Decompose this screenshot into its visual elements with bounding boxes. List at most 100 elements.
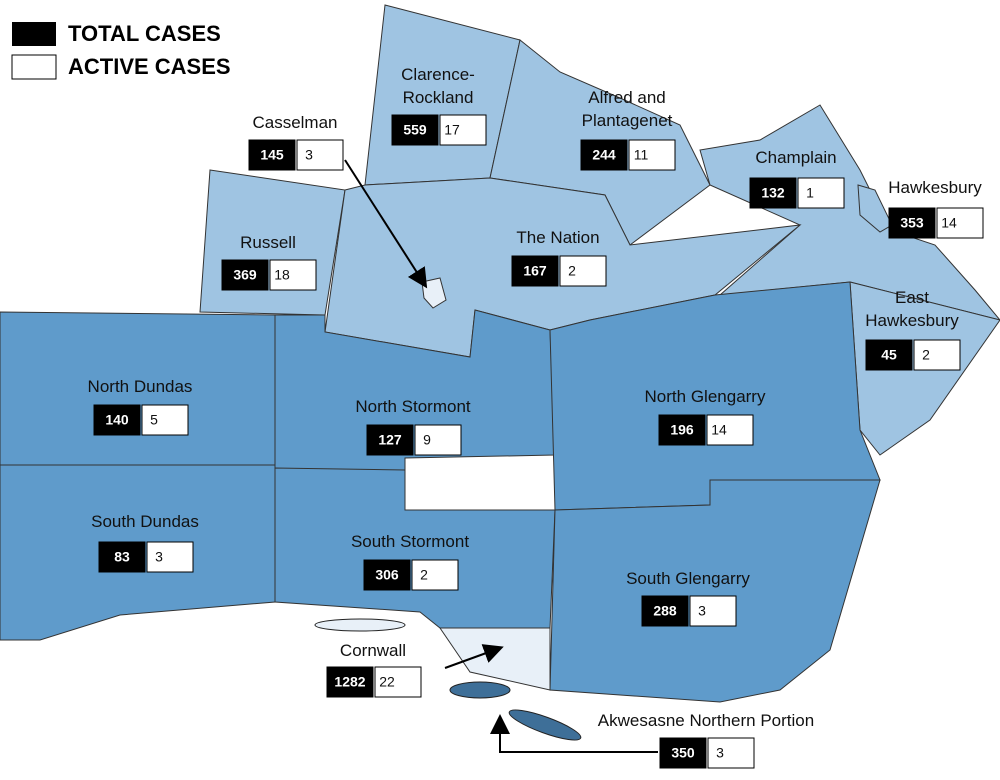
total-box (366, 424, 414, 456)
region-name: Hawkesbury (865, 311, 959, 330)
island (508, 709, 582, 741)
total-box (865, 339, 913, 371)
region-name: Russell (240, 233, 296, 252)
active-value: 3 (305, 147, 313, 163)
region-hawkesbury (857, 184, 893, 233)
total-value: 196 (670, 422, 694, 438)
total-box (641, 595, 689, 627)
active-box (559, 255, 607, 287)
legend-label: TOTAL CASES (68, 21, 221, 46)
active-value: 17 (444, 122, 460, 138)
regions (0, 4, 1000, 741)
active-value: 2 (922, 347, 930, 363)
region-name: Plantagenet (582, 111, 673, 130)
region-name: The Nation (516, 228, 599, 247)
active-box (936, 207, 984, 239)
region-name: Champlain (755, 148, 836, 167)
total-value: 1282 (334, 674, 365, 690)
total-box (98, 541, 146, 573)
active-value: 22 (379, 674, 395, 690)
legend-swatch (11, 54, 57, 80)
region-name: North Dundas (88, 377, 193, 396)
region-casselman (421, 277, 447, 309)
total-value: 145 (260, 147, 284, 163)
active-value: 2 (420, 567, 428, 583)
region-name: Alfred and (588, 88, 666, 107)
active-box (628, 139, 676, 171)
active-box (689, 595, 737, 627)
total-value: 167 (523, 263, 547, 279)
total-value: 288 (653, 603, 677, 619)
total-value: 350 (671, 745, 695, 761)
total-value: 559 (403, 122, 427, 138)
active-box (141, 404, 189, 436)
region-cornwall (439, 627, 551, 691)
total-value: 369 (233, 267, 257, 283)
active-value: 5 (150, 412, 158, 428)
arrow (344, 159, 428, 289)
active-box (797, 177, 845, 209)
total-box (659, 737, 707, 769)
legend-label: ACTIVE CASES (68, 54, 231, 79)
total-box (93, 404, 141, 436)
total-value: 140 (105, 412, 129, 428)
total-value: 83 (114, 549, 130, 565)
active-box (707, 737, 755, 769)
region-name: Akwesasne Northern Portion (598, 711, 814, 730)
total-value: 306 (375, 567, 399, 583)
active-box (439, 114, 487, 146)
region-name: North Stormont (355, 397, 471, 416)
active-value: 14 (941, 215, 957, 231)
active-box (269, 259, 317, 291)
legend: TOTAL CASES ACTIVE CASES (11, 21, 231, 80)
total-value: 132 (761, 185, 785, 201)
active-value: 14 (711, 422, 727, 438)
active-box (706, 414, 754, 446)
island (449, 681, 511, 699)
active-value: 9 (423, 432, 431, 448)
active-box (374, 666, 422, 698)
total-box (511, 255, 559, 287)
active-value: 3 (716, 745, 724, 761)
total-value: 127 (378, 432, 402, 448)
region-name: North Glengarry (645, 387, 766, 406)
active-box (411, 559, 459, 591)
total-box (221, 259, 269, 291)
active-value: 3 (155, 549, 163, 565)
river-island (314, 618, 406, 632)
active-value: 3 (698, 603, 706, 619)
active-box (414, 424, 462, 456)
region-name: Rockland (403, 88, 474, 107)
active-value: 11 (634, 147, 649, 163)
total-box (326, 666, 374, 698)
region-name: Hawkesbury (888, 178, 982, 197)
active-box (146, 541, 194, 573)
active-value: 2 (568, 263, 576, 279)
arrow (444, 644, 504, 669)
active-value: 1 (806, 185, 814, 201)
total-box (580, 139, 628, 171)
region-name: South Dundas (91, 512, 199, 531)
region-name: East (895, 288, 929, 307)
total-box (888, 207, 936, 239)
total-box (391, 114, 439, 146)
legend-swatch (12, 22, 56, 46)
total-box (248, 139, 296, 171)
region-name: Casselman (252, 113, 337, 132)
total-box (363, 559, 411, 591)
region-south-glengarry (549, 479, 881, 703)
total-box (658, 414, 706, 446)
active-box (913, 339, 961, 371)
total-box (749, 177, 797, 209)
total-value: 244 (592, 147, 616, 163)
region-name: Cornwall (340, 641, 406, 660)
active-box (296, 139, 344, 171)
region-name: South Glengarry (626, 569, 750, 588)
region-name: South Stormont (351, 532, 469, 551)
total-value: 45 (881, 347, 897, 363)
total-value: 353 (900, 215, 924, 231)
active-value: 18 (274, 267, 290, 283)
arrow (490, 714, 658, 753)
region-name: Clarence- (401, 65, 475, 84)
